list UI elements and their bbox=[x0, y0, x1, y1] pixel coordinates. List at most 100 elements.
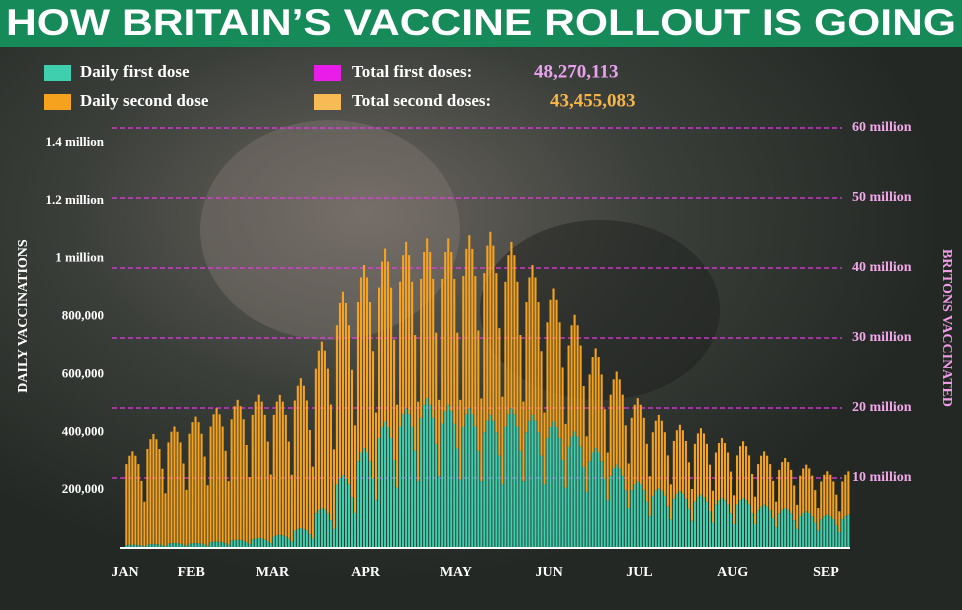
bar bbox=[221, 426, 224, 543]
bar bbox=[654, 490, 657, 548]
bar bbox=[155, 439, 158, 545]
y2-tick-label: 60 million bbox=[852, 120, 912, 135]
bar bbox=[399, 281, 402, 427]
bar bbox=[645, 501, 648, 548]
bar bbox=[269, 474, 272, 544]
bar bbox=[200, 433, 203, 544]
bar bbox=[516, 281, 519, 427]
bar bbox=[684, 498, 687, 548]
legend-label: Daily first dose bbox=[80, 62, 190, 81]
bar bbox=[784, 458, 787, 509]
bar bbox=[390, 438, 393, 548]
bar bbox=[350, 369, 354, 498]
bar bbox=[621, 394, 624, 476]
bar bbox=[693, 501, 696, 548]
bar bbox=[732, 495, 736, 524]
bar bbox=[778, 469, 781, 514]
bar bbox=[796, 504, 799, 529]
bar bbox=[799, 516, 802, 548]
bar bbox=[642, 490, 645, 548]
bar bbox=[414, 450, 417, 548]
bar bbox=[344, 477, 348, 548]
bar bbox=[582, 385, 585, 467]
bar bbox=[167, 442, 170, 544]
bar bbox=[612, 468, 615, 548]
y-tick-label: 1.2 million bbox=[45, 192, 104, 207]
bar bbox=[838, 511, 841, 533]
bar bbox=[483, 432, 486, 548]
photo-blur bbox=[480, 220, 720, 400]
bar bbox=[236, 539, 239, 548]
legend-label: Total second doses: bbox=[352, 91, 491, 110]
bar bbox=[498, 328, 501, 456]
bar bbox=[329, 520, 332, 548]
bar bbox=[311, 466, 314, 539]
bar bbox=[660, 490, 663, 548]
bar bbox=[829, 474, 832, 517]
bar bbox=[317, 350, 320, 510]
bar bbox=[624, 490, 627, 548]
bar bbox=[585, 492, 588, 548]
bar bbox=[495, 432, 498, 548]
bar bbox=[648, 516, 651, 548]
bar bbox=[320, 508, 323, 548]
x-tick-label: JUN bbox=[536, 565, 563, 580]
bar bbox=[537, 432, 540, 548]
bar bbox=[522, 401, 525, 482]
bar bbox=[492, 420, 495, 548]
bar bbox=[359, 452, 363, 548]
bar bbox=[465, 248, 468, 415]
bar bbox=[356, 302, 360, 462]
bar bbox=[621, 475, 624, 548]
bar bbox=[723, 442, 727, 501]
bar bbox=[609, 475, 612, 548]
bar bbox=[233, 539, 236, 548]
bar bbox=[242, 540, 245, 548]
bar bbox=[206, 485, 209, 546]
bar bbox=[531, 265, 534, 415]
bar bbox=[639, 484, 642, 548]
bar bbox=[633, 484, 636, 548]
bar bbox=[489, 231, 492, 415]
bar bbox=[471, 248, 474, 415]
bar bbox=[266, 441, 269, 542]
legend-swatch bbox=[44, 94, 71, 110]
bar bbox=[829, 516, 832, 548]
bar bbox=[805, 511, 808, 548]
bar bbox=[432, 278, 435, 418]
bar bbox=[188, 543, 191, 548]
bar bbox=[239, 406, 242, 540]
bar bbox=[221, 542, 224, 548]
bar bbox=[368, 461, 372, 548]
bar bbox=[648, 476, 651, 517]
bar bbox=[227, 481, 230, 545]
bar bbox=[745, 500, 748, 548]
bar bbox=[546, 322, 549, 439]
bar bbox=[230, 540, 233, 548]
bar bbox=[326, 368, 329, 514]
bar bbox=[826, 471, 829, 515]
bar bbox=[723, 500, 727, 548]
bar bbox=[627, 508, 630, 548]
y-tick-label: 400,000 bbox=[62, 423, 104, 438]
bar bbox=[705, 501, 709, 548]
bar bbox=[365, 452, 369, 548]
bar bbox=[663, 432, 666, 496]
bar bbox=[847, 514, 850, 548]
y2-tick-label: 20 million bbox=[852, 400, 912, 415]
bar bbox=[155, 544, 158, 548]
bar bbox=[612, 379, 615, 469]
bar bbox=[281, 535, 284, 548]
bar bbox=[651, 432, 654, 496]
bar bbox=[296, 385, 299, 529]
x-tick-label: MAY bbox=[440, 565, 472, 580]
bar bbox=[639, 404, 642, 485]
bar bbox=[471, 414, 474, 548]
bar bbox=[633, 404, 636, 485]
bar bbox=[287, 538, 290, 548]
bar bbox=[618, 379, 621, 469]
bar bbox=[365, 277, 369, 453]
bar bbox=[308, 534, 311, 548]
bar bbox=[624, 425, 627, 491]
bar bbox=[332, 449, 335, 529]
